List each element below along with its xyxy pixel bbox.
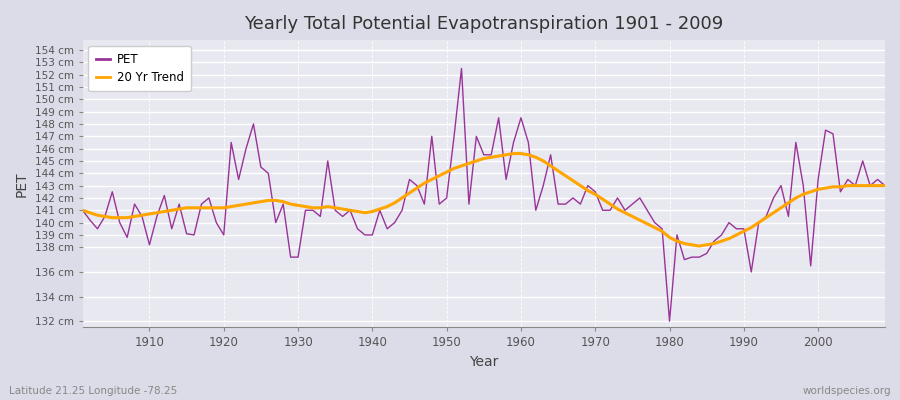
Y-axis label: PET: PET <box>15 171 29 196</box>
Text: Latitude 21.25 Longitude -78.25: Latitude 21.25 Longitude -78.25 <box>9 386 177 396</box>
X-axis label: Year: Year <box>469 355 499 369</box>
Title: Yearly Total Potential Evapotranspiration 1901 - 2009: Yearly Total Potential Evapotranspiratio… <box>244 15 724 33</box>
Legend: PET, 20 Yr Trend: PET, 20 Yr Trend <box>88 46 191 91</box>
Text: worldspecies.org: worldspecies.org <box>803 386 891 396</box>
